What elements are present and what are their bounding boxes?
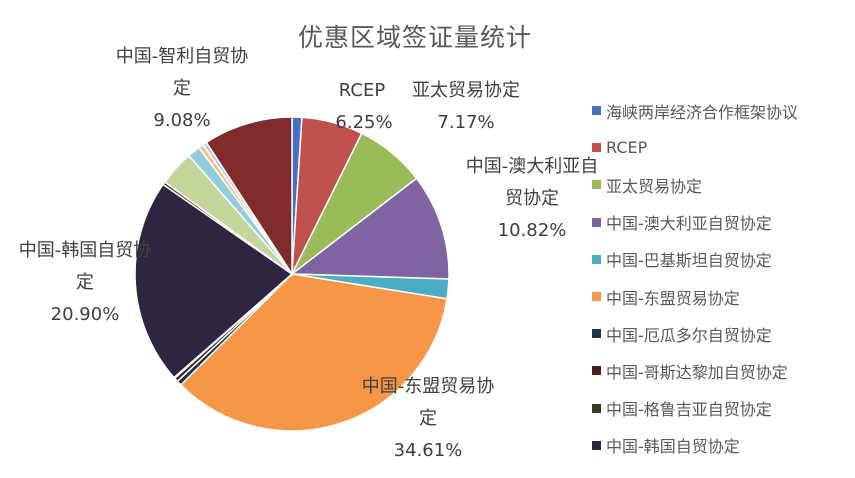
legend-label: 中国-厄瓜多尔自贸协定 — [606, 325, 772, 345]
chart-title: 优惠区域签证量统计 — [298, 23, 533, 52]
legend-label: 中国-东盟贸易协定 — [606, 288, 740, 308]
legend-swatch — [592, 329, 601, 339]
legend-item-中国-格鲁吉亚自贸协定: 中国-格鲁吉亚自贸协定 — [592, 390, 798, 427]
slice-label-中国-东盟贸易协定: 中国-东盟贸易协定 34.61% — [362, 376, 495, 461]
legend-item-中国-巴基斯坦自贸协定: 中国-巴基斯坦自贸协定 — [592, 241, 798, 278]
legend-swatch — [592, 143, 601, 153]
slice-label-percent: 6.25% — [335, 112, 392, 133]
slice-label-percent: 9.08% — [153, 110, 210, 131]
slice-label-name: 定 — [173, 78, 191, 99]
legend-swatch — [592, 366, 601, 376]
pie-slices — [134, 116, 450, 432]
legend-label: 中国-格鲁吉亚自贸协定 — [606, 400, 772, 420]
slice-label-percent: 7.17% — [437, 112, 494, 133]
pie-slice-中国-东盟贸易协定 — [179, 273, 448, 432]
pie-slice-中国-韩国自贸协定 — [134, 183, 294, 379]
legend-item-中国-厄瓜多尔自贸协定: 中国-厄瓜多尔自贸协定 — [592, 315, 798, 352]
legend-item-中国-东盟贸易协定: 中国-东盟贸易协定 — [592, 278, 798, 315]
slice-label-rcep: RCEP 6.25% — [335, 80, 392, 133]
legend-swatch — [592, 254, 601, 264]
legend-swatch — [592, 106, 601, 116]
slice-label-中国-韩国自贸协定: 中国-韩国自贸协定 20.90% — [19, 240, 152, 325]
slice-label-name: 亚太贸易协定 — [412, 80, 520, 101]
legend-swatch — [592, 217, 601, 227]
slice-label-name: 中国-澳大利亚自 — [466, 156, 599, 177]
legend-item-中国-澳大利亚自贸协定: 中国-澳大利亚自贸协定 — [592, 204, 798, 241]
pie-slice-中国-智利自贸协定 — [205, 116, 293, 277]
legend-label: RCEP — [606, 138, 648, 158]
slice-label-name: 贸协定 — [505, 188, 559, 209]
slice-label-name: 中国-智利自贸协 — [116, 46, 249, 67]
slice-label-name: 中国-韩国自贸协 — [19, 240, 152, 261]
slice-label-亚太贸易协定: 亚太贸易协定 7.17% — [412, 80, 520, 133]
legend: 海峡两岸经济合作框架协议 RCEP 亚太贸易协定中国-澳大利亚自贸协定 中国-巴基斯坦… — [592, 92, 798, 464]
pie-slice-中国-澳大利亚自贸协定 — [289, 177, 450, 280]
legend-item-亚太贸易协定: 亚太贸易协定 — [592, 166, 798, 203]
legend-item-中国-韩国自贸协定: 中国-韩国自贸协定 — [592, 427, 798, 464]
slice-label-中国-澳大利亚自贸协定: 中国-澳大利亚自贸协定 10.82% — [466, 156, 599, 241]
slice-label-name: 定 — [419, 408, 437, 429]
legend-label: 中国-澳大利亚自贸协定 — [606, 214, 772, 234]
slice-label-percent: 20.90% — [51, 304, 120, 325]
legend-item-rcep: RCEP — [592, 129, 798, 166]
legend-item-海峡两岸经济合作框架协议: 海峡两岸经济合作框架协议 — [592, 92, 798, 129]
legend-label: 中国-巴基斯坦自贸协定 — [606, 251, 772, 271]
legend-label: 中国-韩国自贸协定 — [606, 437, 740, 457]
slice-label-name: 中国-东盟贸易协 — [362, 376, 495, 397]
legend-item-中国-哥斯达黎加自贸协定: 中国-哥斯达黎加自贸协定 — [592, 352, 798, 389]
legend-label: 海峡两岸经济合作框架协议 — [606, 102, 799, 122]
legend-swatch — [592, 440, 601, 450]
slice-labels: RCEP6.25%亚太贸易协定7.17%中国-澳大利亚自贸协定10.82%中国-… — [19, 46, 599, 461]
slice-label-name: 定 — [76, 272, 94, 293]
slice-label-name: RCEP — [339, 80, 386, 101]
legend-label: 中国-哥斯达黎加自贸协定 — [606, 362, 788, 382]
legend-swatch — [592, 292, 601, 302]
legend-swatch — [592, 403, 601, 413]
slice-label-percent: 34.61% — [394, 440, 463, 461]
legend-swatch — [592, 180, 601, 190]
legend-label: 亚太贸易协定 — [606, 176, 703, 196]
slice-label-percent: 10.82% — [498, 220, 567, 241]
